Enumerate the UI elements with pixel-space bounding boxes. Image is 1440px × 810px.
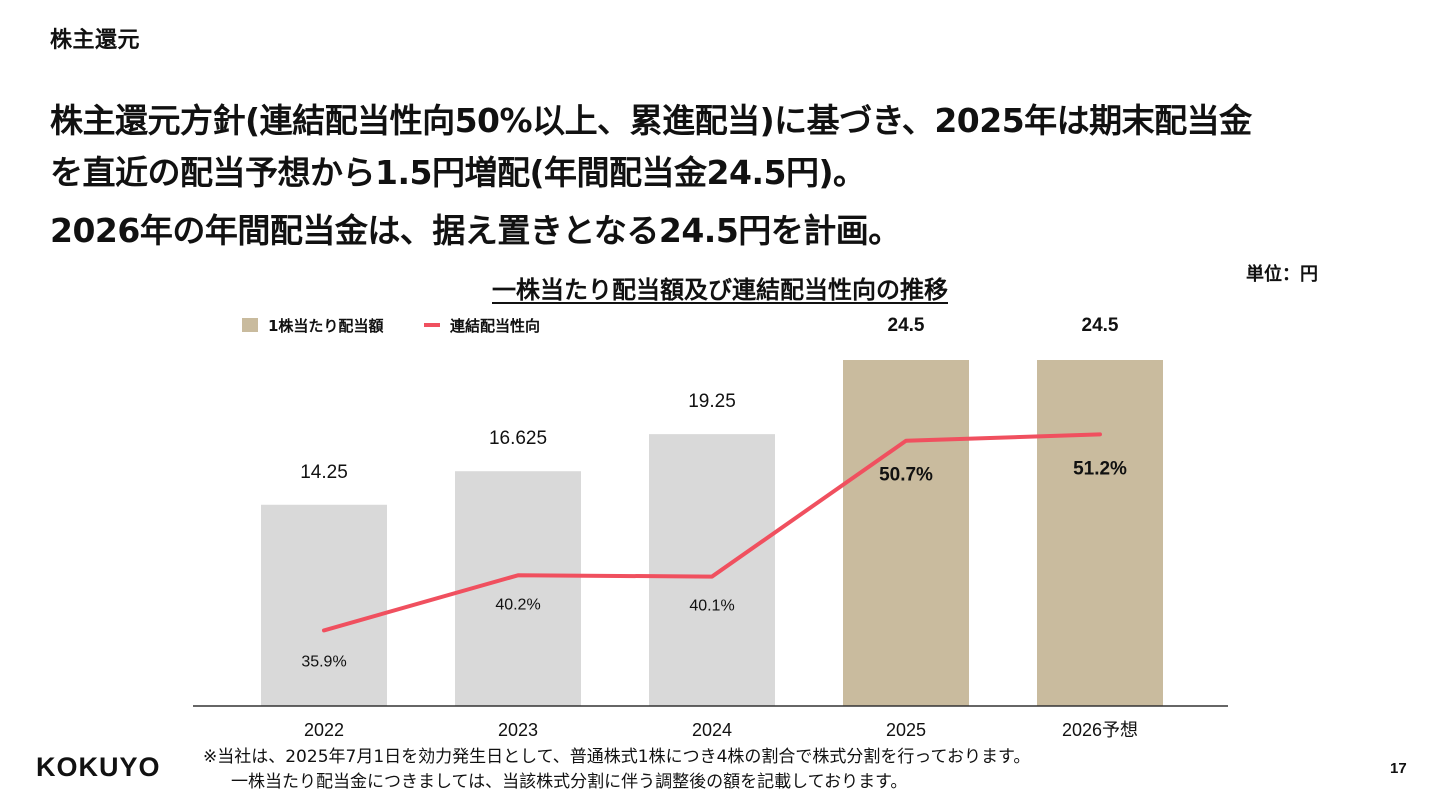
legend-label-dividend: 1株当たり配当額 (268, 317, 383, 335)
bar-2025 (843, 360, 969, 706)
payout-ratio-label: 40.1% (689, 598, 734, 615)
legend-swatch-dividend (242, 318, 258, 332)
bar-2022 (261, 504, 387, 706)
bar-2024 (649, 434, 775, 706)
footnote: ※当社は、2025年7月1日を効力発生日として、普通株式1株につき4株の割合で株… (203, 745, 1030, 795)
page-number: 17 (1390, 760, 1407, 777)
x-tick-label: 2023 (498, 720, 538, 740)
payout-ratio-label: 51.2% (1073, 458, 1127, 479)
x-tick-label: 2022 (304, 720, 344, 740)
headline-line-2: を直近の配当予想から1.5円増配(年間配当金24.5円)。 (50, 153, 866, 192)
footnote-line-1: ※当社は、2025年7月1日を効力発生日として、普通株式1株につき4株の割合で株… (203, 747, 1031, 767)
chart-title: 一株当たり配当額及び連結配当性向の推移 (492, 276, 948, 304)
x-tick-label: 2025 (886, 720, 926, 740)
legend-label-payout: 連結配当性向 (450, 317, 540, 335)
bar-value-label: 16.625 (489, 428, 547, 449)
payout-ratio-label: 50.7% (879, 465, 933, 486)
section-title: 株主還元 (50, 28, 141, 53)
bar-value-label: 24.5 (888, 315, 925, 336)
headline-line-1: 株主還元方針(連結配当性向50%以上、累進配当)に基づき、2025年は期末配当金 (50, 101, 1252, 140)
company-logo: KOKUYO (36, 752, 161, 782)
headline-line-3: 2026年の年間配当金は、据え置きとなる24.5円を計画。 (50, 211, 901, 250)
bar-value-label: 14.25 (300, 462, 348, 483)
bar-2026予想 (1037, 360, 1163, 706)
unit-label: 単位：円 (1246, 264, 1318, 285)
payout-ratio-line (322, 432, 1102, 633)
x-tick-label: 2026予想 (1062, 720, 1138, 740)
x-tick-label: 2024 (692, 720, 732, 740)
payout-ratio-label: 40.2% (495, 596, 540, 613)
footnote-line-2: 一株当たり配当金につきましては、当該株式分割に伴う調整後の額を記載しております。 (231, 772, 908, 792)
bar-value-label: 19.25 (688, 391, 736, 412)
bar-value-label: 24.5 (1082, 315, 1119, 336)
payout-ratio-label: 35.9% (301, 653, 346, 670)
